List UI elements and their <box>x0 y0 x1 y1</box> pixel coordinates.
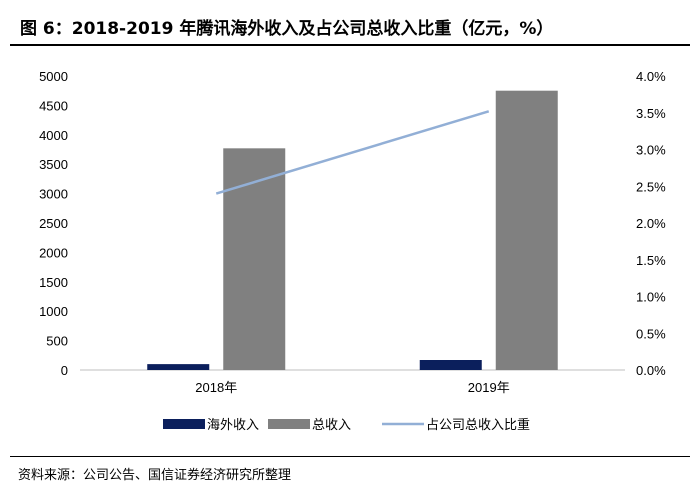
bar-overseas-0 <box>147 364 210 370</box>
line-series <box>215 110 490 195</box>
title-bar: 图 6：2018-2019 年腾讯海外收入及占公司总收入比重（亿元，%） <box>10 0 690 46</box>
legend-label-2: 占公司总收入比重 <box>426 417 530 432</box>
left-tick-label: 3500 <box>39 157 68 172</box>
right-tick-label: 0.5% <box>636 326 666 341</box>
x-tick-label: 2018年 <box>195 380 237 395</box>
legend-swatch-1 <box>268 419 310 429</box>
right-tick-label: 3.0% <box>636 143 666 158</box>
x-ticks: 2018年 2019年 <box>195 380 509 395</box>
x-tick-label: 2019年 <box>468 380 510 395</box>
left-tick-label: 1000 <box>39 304 68 319</box>
right-tick-label: 2.0% <box>636 216 666 231</box>
left-tick-label: 1500 <box>39 275 68 290</box>
right-tick-label: 0.0% <box>636 363 666 378</box>
left-tick-label: 3000 <box>39 187 68 202</box>
bar-total-1 <box>495 90 558 370</box>
right-tick-label: 1.5% <box>636 253 666 268</box>
right-tick-label: 2.5% <box>636 179 666 194</box>
left-tick-label: 4500 <box>39 98 68 113</box>
share-line <box>215 110 490 195</box>
left-tick-label: 5000 <box>39 69 68 84</box>
right-axis: 0.0% 0.5% 1.0% 1.5% 2.0% 2.5% 3.0% 3.5% 4.0% <box>636 69 666 378</box>
left-tick-label: 2000 <box>39 245 68 260</box>
legend-swatch-0 <box>163 419 205 429</box>
bars <box>147 90 558 370</box>
legend-label-1: 总收入 <box>312 417 351 432</box>
bar-total-0 <box>223 148 286 370</box>
right-tick-label: 3.5% <box>636 106 666 121</box>
left-tick-label: 500 <box>46 334 68 349</box>
source-note: 资料来源：公司公告、国信证券经济研究所整理 <box>18 468 292 483</box>
page-title: 图 6：2018-2019 年腾讯海外收入及占公司总收入比重（亿元，%） <box>20 19 554 39</box>
legend: 海外收入 总收入 占公司总收入比重 <box>163 417 530 432</box>
left-tick-label: 2500 <box>39 216 68 231</box>
right-tick-label: 1.0% <box>636 290 666 305</box>
right-tick-label: 4.0% <box>636 69 666 84</box>
left-tick-label: 0 <box>61 363 68 378</box>
left-tick-label: 4000 <box>39 128 68 143</box>
footer-rule <box>10 456 690 457</box>
left-axis: 0 500 1000 1500 2000 2500 3000 3500 4000 4500 5000 <box>39 69 68 378</box>
bar-overseas-1 <box>419 360 482 370</box>
legend-label-0: 海外收入 <box>207 417 259 432</box>
